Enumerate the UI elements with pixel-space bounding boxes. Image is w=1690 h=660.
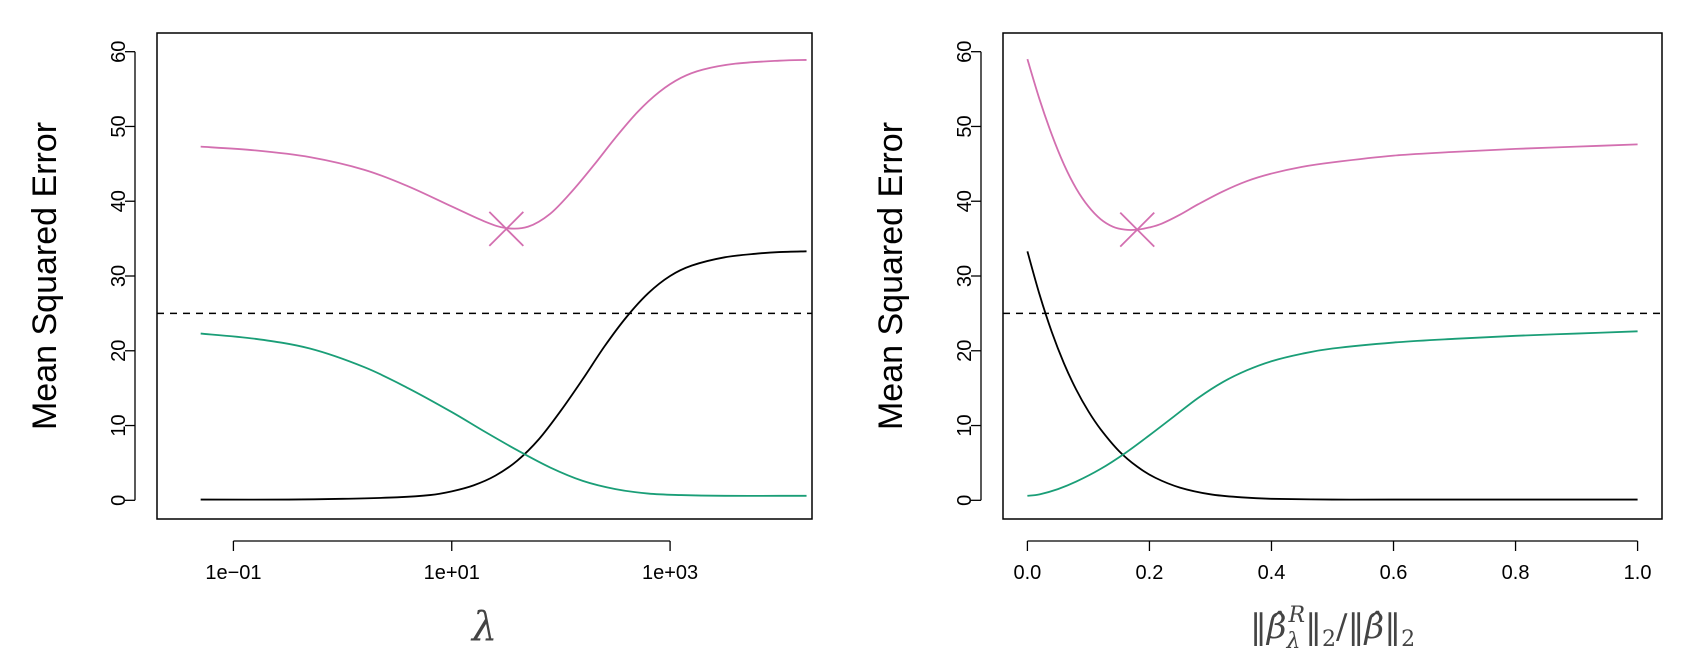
y-tick-label: 50 [954, 115, 976, 137]
y-tick-label: 20 [108, 340, 130, 362]
x-axis-title: ‖β̂λR‖2/‖β̂‖2 [1250, 603, 1415, 654]
y-tick-label: 30 [954, 265, 976, 287]
right-panel: 0 10 20 30 40 50 60 0.0 0.2 0.4 0.6 0.8 1.0 Mean Squa… [872, 32, 1663, 654]
left-panel: 0 10 20 30 40 50 60 1e−01 1e+01 1e+03 Mean Squared… [26, 32, 813, 650]
y-tick-label: 60 [954, 41, 976, 63]
x-tick-label: 1e+01 [424, 562, 480, 584]
y-tick-label: 50 [108, 115, 130, 137]
x-tick-label: 0.2 [1136, 562, 1164, 584]
series-line-squared-bias [200, 250, 807, 501]
plot-frame [156, 32, 813, 520]
x-tick-label: 1e−01 [205, 562, 261, 584]
marker-minimum-test-mse [488, 211, 524, 247]
y-tick-label: 30 [108, 265, 130, 287]
y-tick-label: 60 [108, 41, 130, 63]
x-tick-label: 0.4 [1258, 562, 1286, 584]
series-line-test-mse [200, 59, 807, 230]
series-line-variance [200, 332, 807, 497]
y-tick-label: 10 [108, 414, 130, 436]
y-axis-title: Mean Squared Error [26, 122, 64, 430]
y-tick-label: 40 [954, 190, 976, 212]
x-tick-label: 1e+03 [642, 562, 698, 584]
series-line-test-mse [1026, 58, 1638, 231]
x-tick-label: 0.0 [1014, 562, 1042, 584]
series-line-variance [1027, 330, 1638, 497]
marker-minimum-test-mse [1119, 212, 1155, 248]
y-tick-label: 0 [108, 495, 130, 506]
y-tick-label: 40 [108, 190, 130, 212]
x-axis-title: λ [470, 604, 497, 650]
y-tick-label: 0 [954, 495, 976, 506]
x-tick-label: 0.6 [1380, 562, 1408, 584]
plot-frame [1002, 32, 1663, 520]
series-line-squared-bias [1026, 251, 1638, 501]
y-tick-label: 10 [954, 414, 976, 436]
y-tick-label: 20 [954, 340, 976, 362]
x-tick-label: 0.8 [1502, 562, 1530, 584]
x-tick-label: 1.0 [1624, 562, 1652, 584]
y-axis-title: Mean Squared Error [872, 122, 910, 430]
